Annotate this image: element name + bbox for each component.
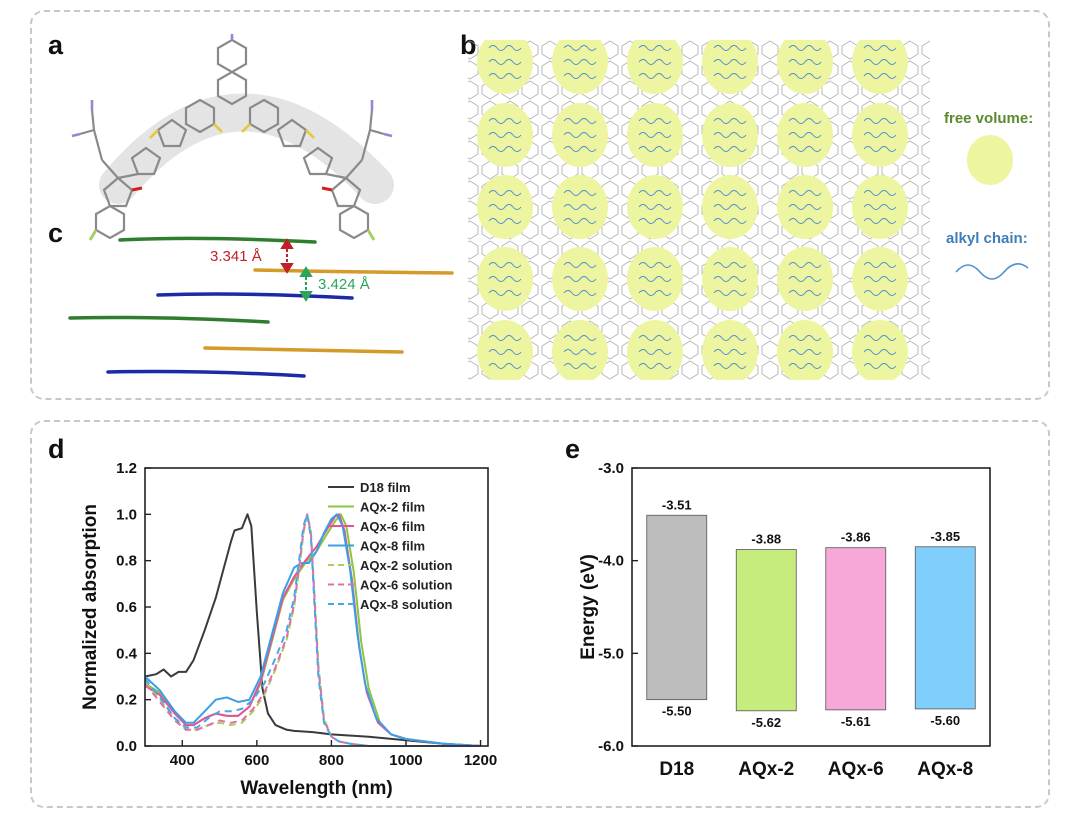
- x-category-label: D18: [659, 759, 694, 780]
- x-tick-label: 600: [244, 752, 269, 769]
- y-tick-label: -6.0: [598, 738, 624, 755]
- y-tick-label: 0.6: [116, 599, 137, 616]
- lumo-value-label: -3.85: [930, 529, 960, 544]
- energy-bar-aqx-6: [825, 547, 887, 711]
- x-tick-label: 800: [319, 752, 344, 769]
- x-tick-label: 400: [170, 752, 195, 769]
- legend-label: AQx-6 film: [360, 519, 425, 534]
- y-tick-label: 0.0: [116, 738, 137, 755]
- panel-label-a: a: [48, 30, 64, 60]
- panel-label-e: e: [565, 434, 581, 464]
- legend-label: AQx-2 film: [360, 500, 425, 515]
- panel-label-d: d: [48, 434, 65, 464]
- legend-label: D18 film: [360, 480, 411, 495]
- homo-value-label: -5.60: [930, 713, 960, 728]
- y-tick-label: -5.0: [598, 645, 624, 662]
- homo-value-label: -5.50: [662, 704, 692, 719]
- legend-label: AQx-8 film: [360, 539, 425, 554]
- homo-value-label: -5.62: [751, 715, 781, 730]
- lumo-value-label: -3.88: [751, 532, 781, 547]
- x-category-label: AQx-8: [917, 759, 973, 780]
- stacking-distance-1: 3.341 Å: [210, 248, 262, 265]
- energy-bar-d18: [646, 514, 708, 701]
- stacking-distance-2: 3.424 Å: [318, 276, 370, 293]
- top-panel-frame: [30, 10, 1050, 400]
- y-tick-label: 0.2: [116, 692, 137, 709]
- lumo-value-label: -3.51: [662, 497, 692, 512]
- legend-free-volume-label: free volume:: [944, 110, 1034, 127]
- legend-label: AQx-6 solution: [360, 578, 453, 593]
- y-tick-label: 1.0: [116, 506, 137, 523]
- homo-value-label: -5.61: [841, 714, 871, 729]
- legend-label: AQx-2 solution: [360, 558, 453, 573]
- panel-label-c: c: [48, 218, 64, 248]
- y-axis-label: Energy (eV): [578, 554, 599, 660]
- series-line-aqx-8-solution: [144, 513, 481, 747]
- lumo-value-label: -3.86: [841, 530, 871, 545]
- series-line-aqx-6-solution: [144, 513, 481, 747]
- energy-bar-aqx-8: [914, 546, 976, 710]
- x-tick-label: 1000: [389, 752, 422, 769]
- legend-label: AQx-8 solution: [360, 597, 453, 612]
- x-category-label: AQx-2: [738, 759, 794, 780]
- energy-bar-aqx-2: [735, 549, 797, 712]
- y-tick-label: 0.8: [116, 553, 137, 570]
- y-tick-label: 1.2: [116, 460, 137, 477]
- bottom-panel-frame: [30, 420, 1050, 808]
- series-line-aqx-8-film: [144, 513, 481, 747]
- y-axis-label: Normalized absorption: [80, 504, 101, 710]
- x-category-label: AQx-6: [828, 759, 884, 780]
- y-tick-label: -3.0: [598, 460, 624, 477]
- x-axis-label: Wavelength (nm): [240, 778, 392, 799]
- x-tick-label: 1200: [464, 752, 497, 769]
- y-tick-label: -4.0: [598, 553, 624, 570]
- series-line-d18-film: [144, 513, 481, 747]
- legend-alkyl-chain-label: alkyl chain:: [946, 230, 1028, 247]
- plot-frame: [631, 467, 991, 747]
- y-tick-label: 0.4: [116, 645, 138, 662]
